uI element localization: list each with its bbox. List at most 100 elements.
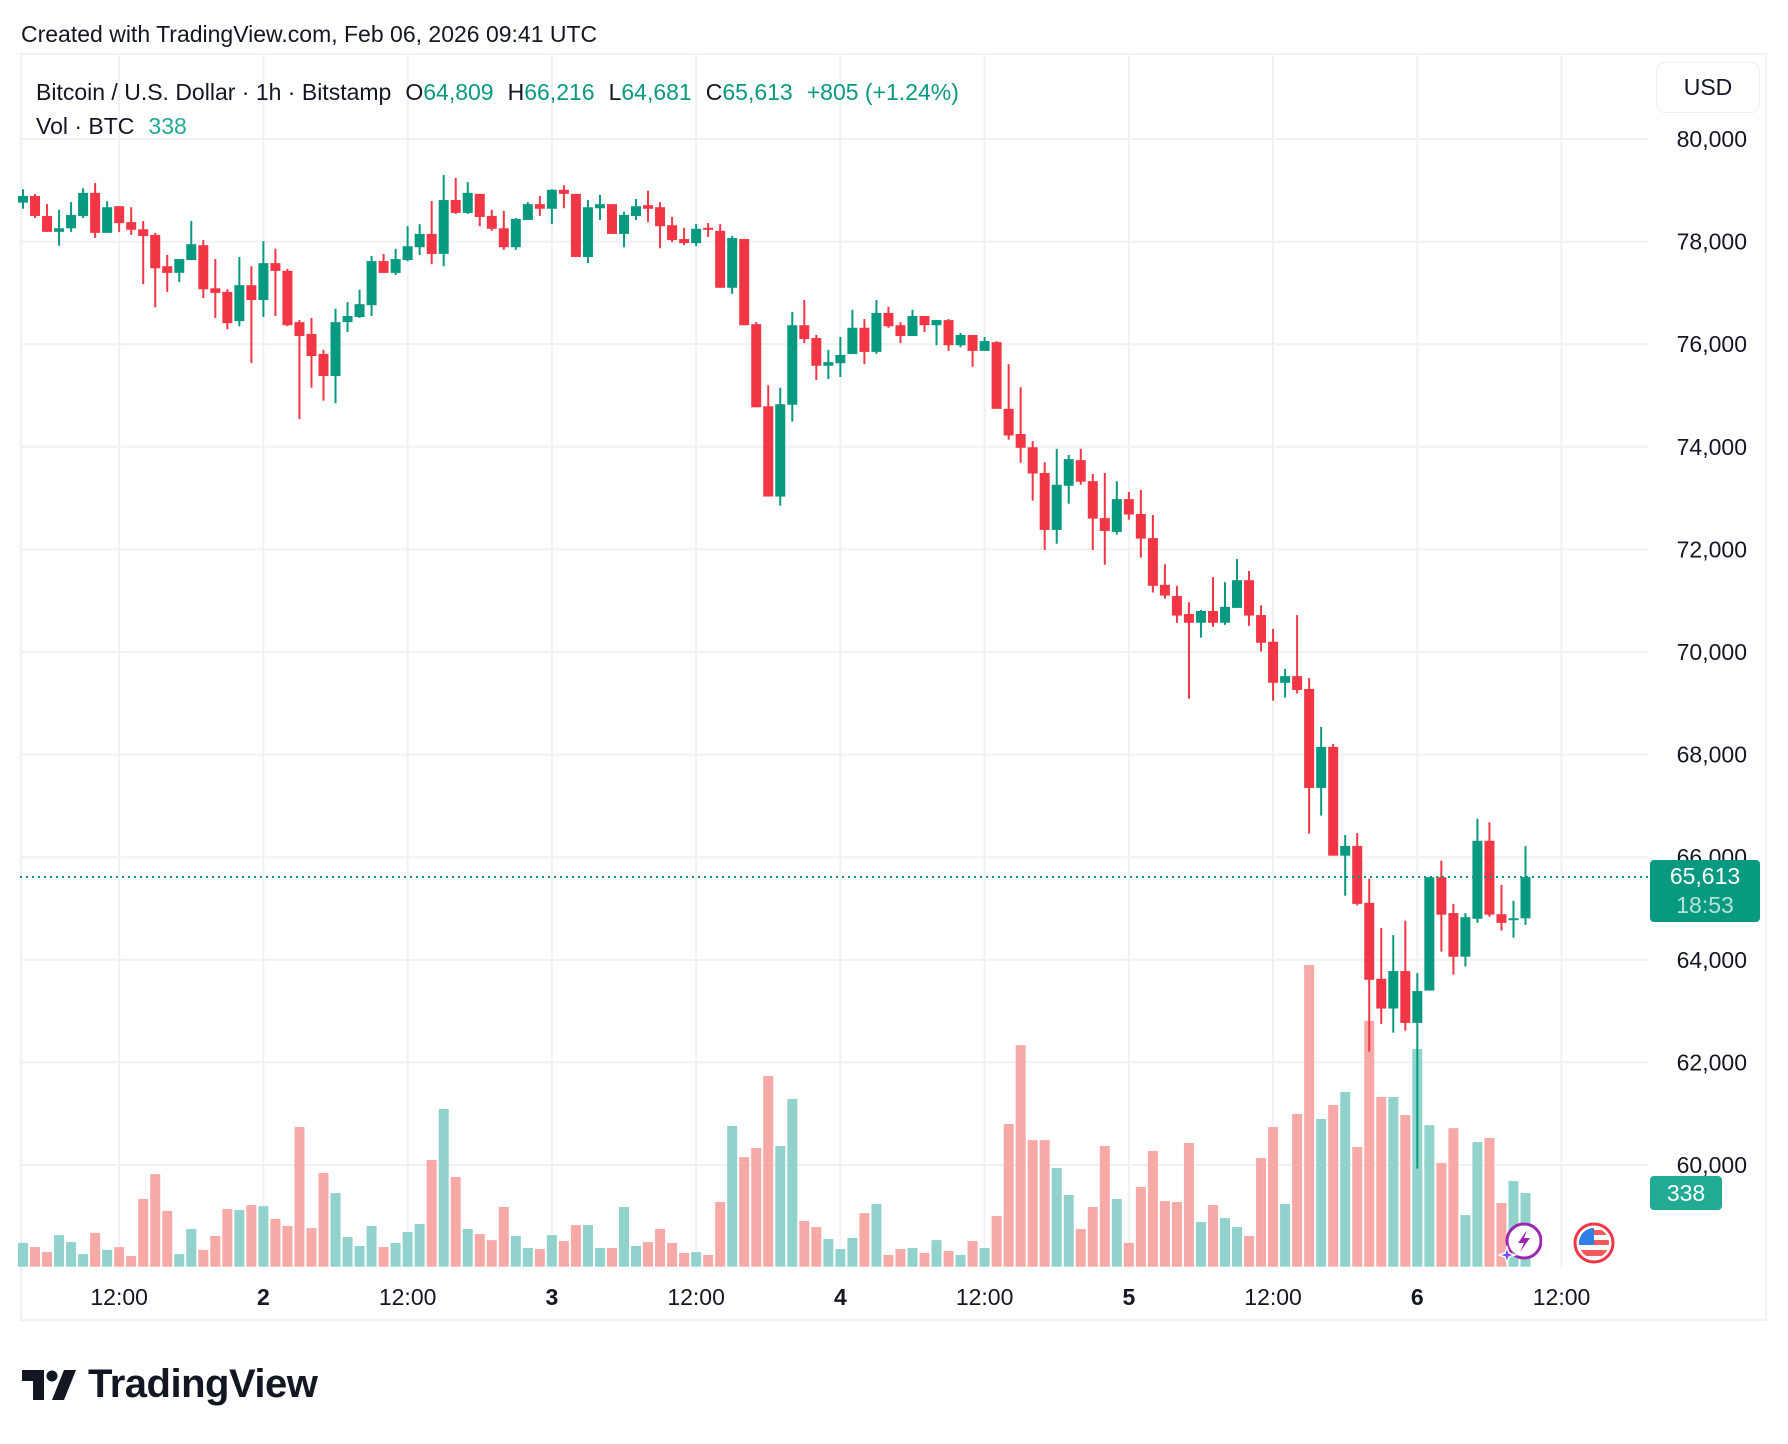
candle[interactable] bbox=[691, 224, 702, 247]
candle[interactable] bbox=[739, 239, 750, 326]
candle[interactable] bbox=[282, 268, 293, 327]
candle[interactable] bbox=[1111, 481, 1122, 535]
candle[interactable] bbox=[1232, 559, 1243, 608]
candle[interactable] bbox=[1292, 615, 1303, 694]
candle[interactable] bbox=[883, 306, 894, 328]
candle[interactable] bbox=[1135, 489, 1146, 558]
candle[interactable] bbox=[246, 266, 257, 364]
candle[interactable] bbox=[606, 204, 617, 234]
candle[interactable] bbox=[1183, 602, 1194, 699]
candle[interactable] bbox=[1376, 927, 1387, 1024]
candle[interactable] bbox=[1496, 884, 1507, 931]
candle[interactable] bbox=[835, 337, 846, 378]
candle[interactable] bbox=[991, 341, 1002, 409]
candle[interactable] bbox=[643, 190, 654, 223]
candle[interactable] bbox=[763, 385, 774, 497]
candle[interactable] bbox=[1352, 833, 1363, 906]
symbol-title[interactable]: Bitcoin / U.S. Dollar · 1h · Bitstamp bbox=[36, 78, 392, 105]
candle[interactable] bbox=[679, 227, 690, 246]
candle[interactable] bbox=[162, 254, 173, 292]
candle[interactable] bbox=[1268, 628, 1279, 701]
candle[interactable] bbox=[402, 226, 413, 262]
candle[interactable] bbox=[967, 334, 978, 367]
candle[interactable] bbox=[1147, 515, 1158, 593]
candle[interactable] bbox=[1484, 822, 1495, 917]
candle[interactable] bbox=[66, 202, 77, 232]
candle[interactable] bbox=[78, 188, 89, 219]
candle[interactable] bbox=[727, 235, 738, 294]
candle[interactable] bbox=[510, 218, 521, 250]
candle[interactable] bbox=[18, 189, 28, 209]
us-flag-icon[interactable] bbox=[1572, 1221, 1616, 1265]
candle[interactable] bbox=[907, 309, 918, 336]
candle[interactable] bbox=[102, 201, 113, 233]
candle[interactable] bbox=[486, 209, 497, 231]
candle[interactable] bbox=[1244, 570, 1255, 626]
candle[interactable] bbox=[342, 302, 353, 332]
candle[interactable] bbox=[1508, 900, 1519, 938]
candle[interactable] bbox=[1075, 448, 1086, 485]
candle[interactable] bbox=[558, 185, 569, 209]
candle[interactable] bbox=[42, 204, 53, 232]
candle[interactable] bbox=[1171, 585, 1182, 623]
candle[interactable] bbox=[1063, 455, 1074, 504]
candle[interactable] bbox=[1195, 609, 1206, 638]
candle[interactable] bbox=[414, 224, 425, 255]
candle[interactable] bbox=[294, 320, 305, 420]
candle[interactable] bbox=[1159, 564, 1170, 599]
candle[interactable] bbox=[174, 259, 185, 283]
candle[interactable] bbox=[1220, 582, 1230, 625]
candle[interactable] bbox=[150, 232, 161, 308]
candle[interactable] bbox=[1412, 973, 1423, 1169]
candle[interactable] bbox=[811, 334, 822, 381]
candle[interactable] bbox=[1520, 846, 1531, 925]
candle[interactable] bbox=[703, 223, 714, 237]
candle[interactable] bbox=[450, 177, 461, 214]
candle[interactable] bbox=[30, 193, 41, 219]
candle[interactable] bbox=[1328, 743, 1339, 856]
candle[interactable] bbox=[222, 289, 233, 330]
candle[interactable] bbox=[847, 309, 858, 354]
currency-button[interactable]: USD bbox=[1656, 62, 1760, 113]
candle[interactable] bbox=[919, 315, 930, 332]
candle[interactable] bbox=[114, 206, 125, 232]
candle[interactable] bbox=[594, 194, 605, 221]
candle[interactable] bbox=[1340, 835, 1351, 896]
candle[interactable] bbox=[306, 318, 317, 388]
candle[interactable] bbox=[330, 308, 341, 404]
candle[interactable] bbox=[1280, 668, 1291, 698]
candle[interactable] bbox=[979, 337, 990, 351]
candle[interactable] bbox=[631, 199, 642, 221]
candle[interactable] bbox=[619, 211, 629, 248]
candle[interactable] bbox=[859, 319, 870, 365]
candle[interactable] bbox=[318, 349, 329, 401]
candle[interactable] bbox=[1472, 818, 1483, 923]
candle[interactable] bbox=[1400, 920, 1411, 1031]
candle[interactable] bbox=[546, 189, 557, 225]
candle[interactable] bbox=[799, 300, 810, 344]
candle[interactable] bbox=[126, 207, 137, 235]
candle[interactable] bbox=[426, 201, 437, 265]
candle[interactable] bbox=[895, 322, 906, 344]
candle[interactable] bbox=[1087, 473, 1098, 550]
candle[interactable] bbox=[943, 319, 954, 351]
candle[interactable] bbox=[138, 221, 149, 285]
candle[interactable] bbox=[234, 256, 245, 327]
lightning-sparkle-icon[interactable] bbox=[1498, 1221, 1542, 1265]
candle[interactable] bbox=[655, 202, 666, 249]
candle[interactable] bbox=[378, 253, 389, 273]
candle[interactable] bbox=[1051, 448, 1062, 544]
candle[interactable] bbox=[54, 209, 65, 246]
candle[interactable] bbox=[1304, 678, 1315, 834]
candle[interactable] bbox=[198, 240, 209, 299]
candle[interactable] bbox=[1099, 472, 1110, 565]
candle[interactable] bbox=[1436, 860, 1447, 952]
candle[interactable] bbox=[787, 311, 798, 422]
volume-label[interactable]: Vol · BTC bbox=[36, 112, 135, 139]
candle[interactable] bbox=[871, 300, 882, 354]
candle[interactable] bbox=[390, 248, 401, 275]
candle[interactable] bbox=[1039, 462, 1050, 550]
candle[interactable] bbox=[1256, 605, 1267, 652]
candle[interactable] bbox=[354, 289, 365, 319]
